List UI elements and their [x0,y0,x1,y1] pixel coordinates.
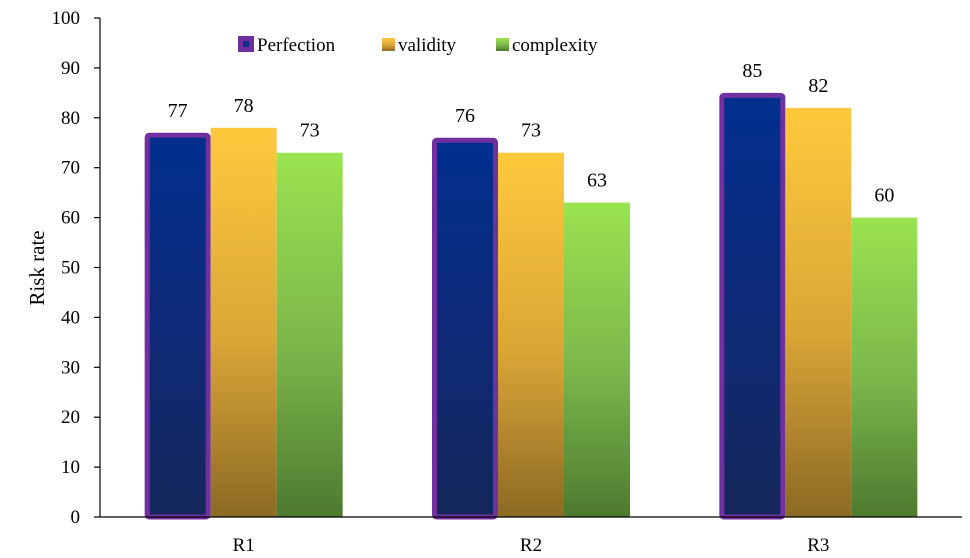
axes: 0 10 20 30 40 50 60 70 80 90 100 R1 R2 R3 [52,8,962,556]
y-tick-label: 100 [52,8,81,29]
y-tick-label: 90 [61,58,80,79]
y-tick-label: 0 [71,507,81,528]
x-tick-label: R1 [233,535,255,556]
bar-complexity-r3 [851,217,918,517]
data-label: 73 [521,120,541,142]
data-label: 77 [168,100,188,122]
legend-swatch [496,38,509,51]
y-tick-label: 20 [61,407,80,428]
bar-validity-r2 [498,152,564,518]
y-tick-label: 60 [61,208,80,229]
x-tick-label: R3 [807,535,829,556]
bar-complexity-r2 [564,202,630,517]
plot-area: 77 78 73 76 73 63 85 82 60 [144,60,918,520]
y-tick-label: 30 [61,357,80,378]
bar-perfection-r2 [432,137,498,520]
legend-label: Perfection [257,35,336,56]
y-tick-label: 70 [61,158,80,179]
data-label: 76 [455,105,475,127]
legend-swatch [382,38,395,51]
x-tick-label: R2 [520,535,542,556]
legend-label: validity [398,35,457,56]
y-tick-label: 50 [61,258,80,279]
bar-validity-r1 [210,127,277,517]
bar-perfection-r3 [719,92,786,520]
bar-perfection-r1 [144,132,211,520]
legend: Perfection validity complexity [238,35,598,56]
data-label: 78 [234,95,254,117]
legend-label: complexity [512,35,598,56]
data-label: 60 [874,185,894,207]
y-tick-label: 80 [61,108,80,129]
bar-validity-r3 [785,107,852,517]
y-axis-title: Risk rate [25,230,49,305]
bar-complexity-r1 [276,152,343,518]
legend-swatch-inner [243,41,249,47]
data-label: 63 [587,170,607,192]
y-tick-label: 40 [61,307,80,328]
y-tick-label: 10 [61,457,80,478]
data-label: 82 [808,75,828,97]
data-label: 85 [742,60,762,82]
data-label: 73 [300,120,320,142]
